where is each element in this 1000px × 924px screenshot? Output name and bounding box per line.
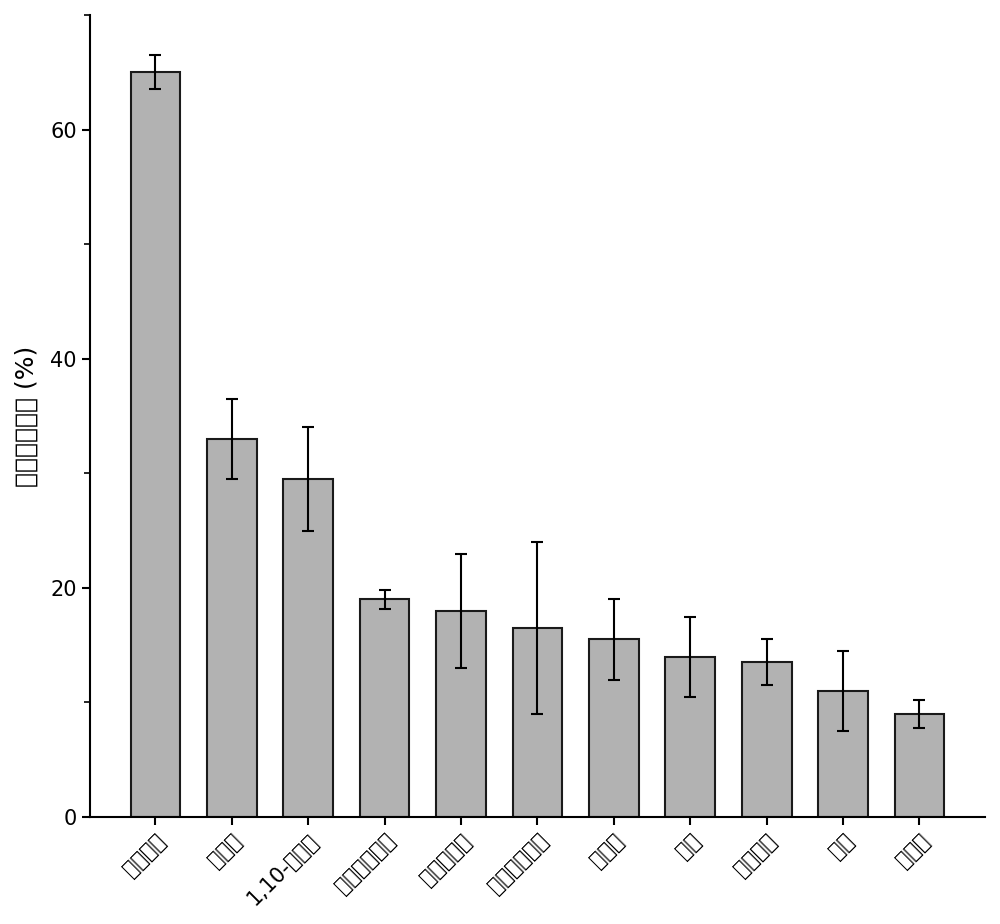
Y-axis label: 细胞舒张程度 (%): 细胞舒张程度 (%) bbox=[15, 346, 39, 487]
Bar bbox=[742, 663, 792, 817]
Bar bbox=[207, 439, 257, 817]
Bar bbox=[589, 639, 639, 817]
Bar bbox=[283, 479, 333, 817]
Bar bbox=[665, 657, 715, 817]
Bar bbox=[818, 691, 868, 817]
Bar bbox=[436, 611, 486, 817]
Bar bbox=[513, 628, 562, 817]
Bar bbox=[131, 72, 180, 817]
Bar bbox=[895, 714, 944, 817]
Bar bbox=[360, 600, 409, 817]
